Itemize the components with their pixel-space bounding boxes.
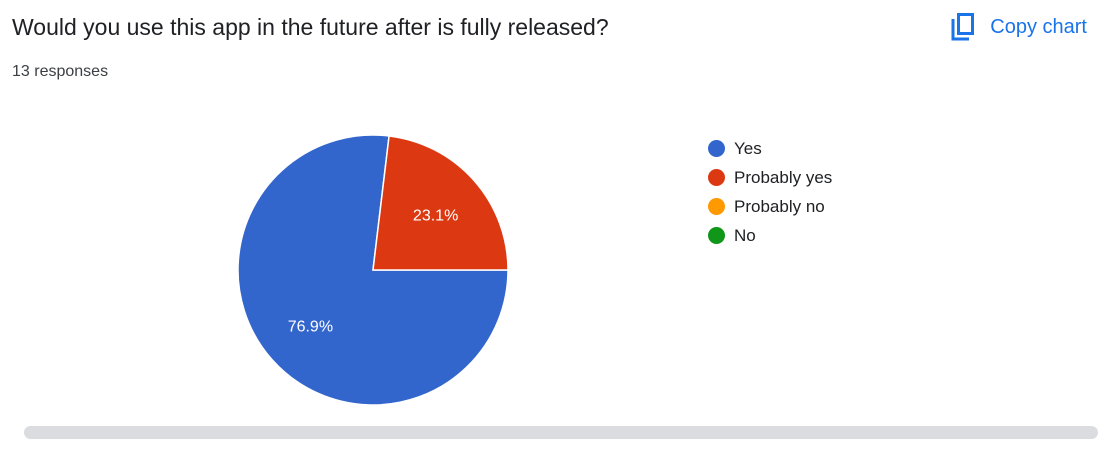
legend-swatch bbox=[708, 140, 725, 157]
legend-label: Probably no bbox=[734, 196, 825, 216]
copy-chart-button[interactable]: Copy chart bbox=[950, 12, 1087, 42]
legend-item-yes[interactable]: Yes bbox=[708, 134, 832, 163]
copy-chart-label: Copy chart bbox=[990, 15, 1087, 38]
copy-icon bbox=[950, 12, 976, 42]
legend-swatch bbox=[708, 227, 725, 244]
legend-swatch bbox=[708, 169, 725, 186]
question-title: Would you use this app in the future aft… bbox=[12, 14, 609, 40]
legend-item-no[interactable]: No bbox=[708, 221, 832, 250]
legend-item-probably-no[interactable]: Probably no bbox=[708, 192, 832, 221]
pie-slice-probably-yes[interactable] bbox=[372, 135, 509, 271]
chart-legend: Yes Probably yes Probably no No bbox=[708, 134, 832, 250]
legend-item-probably-yes[interactable]: Probably yes bbox=[708, 163, 832, 192]
legend-label: Yes bbox=[734, 138, 762, 158]
horizontal-scrollbar[interactable] bbox=[24, 426, 1098, 439]
slice-label-probably-yes: 23.1% bbox=[413, 207, 458, 224]
response-count: 13 responses bbox=[12, 63, 109, 80]
legend-label: No bbox=[734, 225, 756, 245]
legend-label: Probably yes bbox=[734, 167, 833, 187]
legend-swatch bbox=[708, 198, 725, 215]
slice-label-yes: 76.9% bbox=[288, 319, 333, 336]
